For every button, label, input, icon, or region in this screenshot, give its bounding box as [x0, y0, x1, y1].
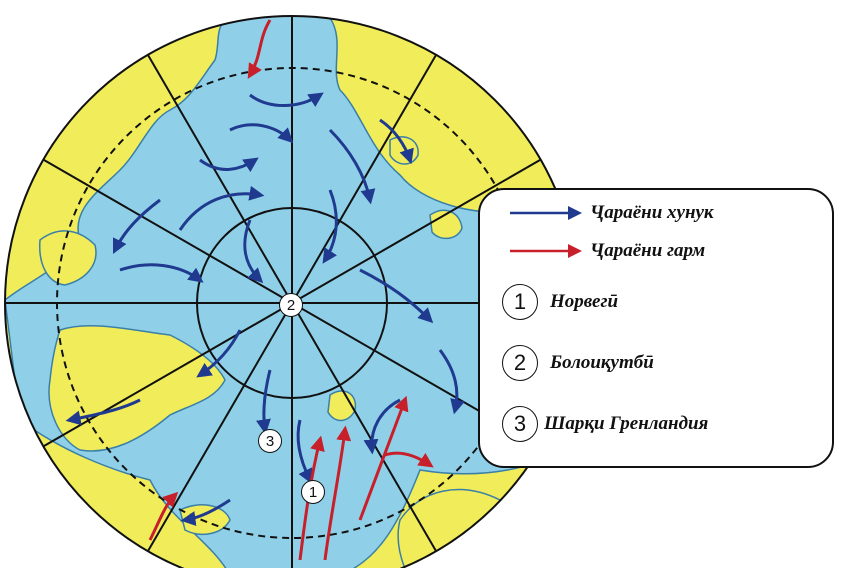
legend-item-2: 2 Болоиқутбӣ [480, 345, 654, 381]
marker-norwegian-current: 1 [301, 480, 325, 504]
legend-warm-current: Ҷараёни гарм [480, 240, 705, 262]
severnaya-zemlya [429, 209, 463, 240]
marker-beaufort-current: 2 [279, 293, 303, 317]
legend-warm-current-label: Ҷараёни гарм [590, 240, 706, 261]
legend-item-2-label: Болоиқутбӣ [550, 352, 654, 373]
legend-number-3: 3 [502, 406, 538, 442]
map-legend: Ҷараёни хунук Ҷараёни гарм 1 Норвегӣ 2 Б… [478, 188, 834, 468]
legend-cold-current: Ҷараёни хунук [480, 202, 714, 224]
legend-item-3: 3 Шарқи Гренландия [480, 406, 708, 442]
legend-item-3-label: Шарқи Гренландия [544, 413, 709, 434]
legend-item-1: 1 Норвегӣ [480, 284, 618, 320]
marker-east-greenland-current: 3 [258, 429, 282, 453]
graticule [5, 16, 579, 568]
blue-arrow-icon [510, 206, 582, 220]
legend-item-1-label: Норвегӣ [550, 291, 619, 312]
new-siberian-islands [389, 136, 419, 165]
greenland [48, 325, 226, 452]
warm-currents [148, 19, 434, 561]
legend-number-1: 1 [502, 284, 538, 320]
legend-cold-current-label: Ҷараёни хунук [590, 202, 714, 223]
legend-number-2: 2 [502, 345, 538, 381]
red-arrow-icon [510, 244, 582, 258]
